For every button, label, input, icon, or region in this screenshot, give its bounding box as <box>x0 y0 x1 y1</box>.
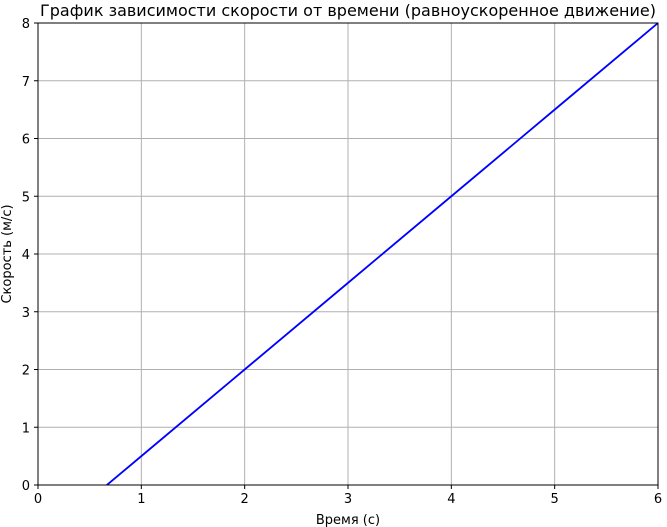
ticks: 0 1 2 3 4 5 6 0 1 2 3 4 5 6 7 8 <box>22 17 662 507</box>
x-tick-label: 6 <box>654 492 662 507</box>
x-tick-label: 1 <box>137 492 145 507</box>
y-tick-label: 6 <box>22 133 30 148</box>
x-tick-label: 2 <box>241 492 249 507</box>
x-tick-label: 0 <box>34 492 42 507</box>
y-tick-label: 0 <box>22 479 30 494</box>
chart-title: График зависимости скорости от времени (… <box>40 1 656 20</box>
y-tick-label: 7 <box>22 75 30 90</box>
y-tick-label: 2 <box>22 364 30 379</box>
x-tick-label: 5 <box>551 492 559 507</box>
y-tick-label: 3 <box>22 306 30 321</box>
x-tick-label: 3 <box>344 492 352 507</box>
y-axis-label: Скорость (м/с) <box>0 204 15 303</box>
x-axis-label: Время (с) <box>316 513 380 527</box>
y-tick-label: 8 <box>22 17 30 32</box>
series-line <box>105 23 658 485</box>
y-tick-label: 4 <box>22 248 30 263</box>
x-tick-label: 4 <box>447 492 455 507</box>
y-tick-label: 1 <box>22 421 30 436</box>
series-layer <box>105 23 658 485</box>
y-tick-label: 5 <box>22 190 30 205</box>
